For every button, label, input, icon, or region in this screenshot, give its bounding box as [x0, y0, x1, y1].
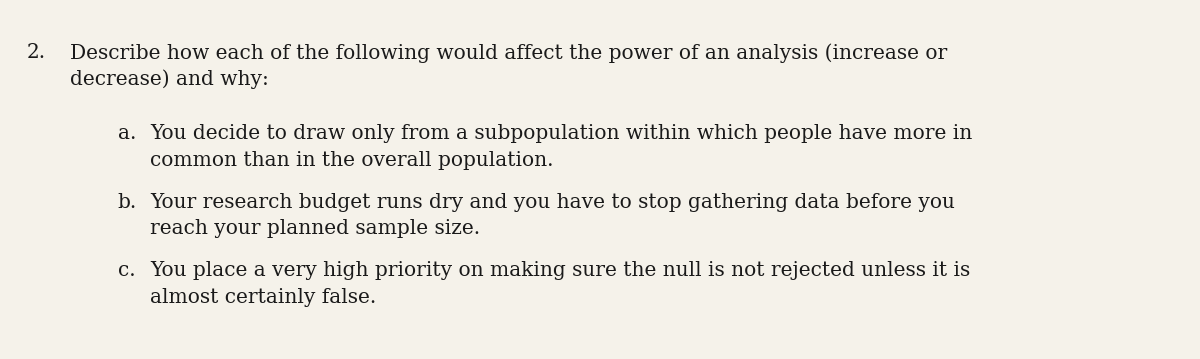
Text: almost certainly false.: almost certainly false. — [150, 288, 377, 307]
Text: You place a very high priority on making sure the null is not rejected unless it: You place a very high priority on making… — [150, 261, 971, 280]
Text: c.: c. — [118, 261, 136, 280]
Text: Describe how each of the following would affect the power of an analysis (increa: Describe how each of the following would… — [70, 43, 947, 63]
Text: 2.: 2. — [26, 43, 46, 62]
Text: common than in the overall population.: common than in the overall population. — [150, 150, 553, 169]
Text: decrease) and why:: decrease) and why: — [70, 69, 269, 89]
Text: You decide to draw only from a subpopulation within which people have more in: You decide to draw only from a subpopula… — [150, 124, 972, 143]
Text: Your research budget runs dry and you have to stop gathering data before you: Your research budget runs dry and you ha… — [150, 193, 955, 212]
Text: reach your planned sample size.: reach your planned sample size. — [150, 219, 480, 238]
Text: a.: a. — [118, 124, 136, 143]
Text: b.: b. — [118, 193, 137, 212]
